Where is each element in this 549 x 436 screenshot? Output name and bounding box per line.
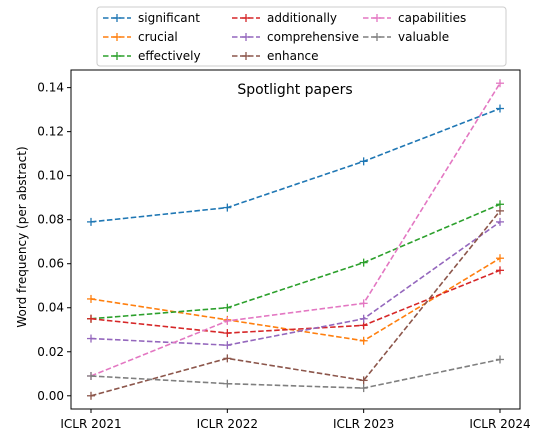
series-line-valuable bbox=[90, 358, 501, 389]
data-point-capabilities bbox=[359, 299, 368, 308]
legend-entry-comprehensive: comprehensive bbox=[232, 30, 359, 44]
legend-label: capabilities bbox=[398, 11, 466, 25]
data-point-enhance bbox=[359, 376, 368, 385]
legend-label: crucial bbox=[138, 30, 178, 44]
legend-box bbox=[96, 6, 507, 67]
data-point-additionally bbox=[223, 329, 232, 338]
data-point-valuable bbox=[87, 371, 95, 380]
data-point-effectively bbox=[223, 303, 232, 312]
y-tick-label: 0.12 bbox=[37, 125, 64, 139]
data-point-comprehensive bbox=[496, 217, 504, 226]
legend-label: valuable bbox=[398, 30, 449, 44]
legend-label: comprehensive bbox=[267, 30, 359, 44]
data-point-comprehensive bbox=[223, 341, 232, 350]
axes: 0.00 0.02 0.04 0.06 0.08 0.10 0.12 0.14 ICLR 202… bbox=[37, 69, 531, 431]
series-line-enhance bbox=[90, 210, 501, 397]
legend-entry-significant: significant bbox=[103, 11, 200, 25]
data-point-additionally bbox=[87, 314, 95, 323]
data-point-enhance bbox=[496, 206, 504, 215]
data-point-capabilities bbox=[496, 79, 504, 88]
legend-entry-crucial: crucial bbox=[103, 30, 178, 44]
y-tick-label: 0.00 bbox=[37, 389, 64, 403]
legend-entry-enhance: enhance bbox=[232, 49, 319, 63]
series-line-crucial bbox=[90, 257, 501, 342]
data-point-significant bbox=[223, 203, 232, 212]
data-point-crucial bbox=[496, 254, 504, 263]
data-point-valuable bbox=[359, 384, 368, 393]
data-point-capabilities bbox=[223, 316, 232, 325]
legend-entry-additionally: additionally bbox=[232, 11, 337, 25]
data-point-significant bbox=[359, 157, 368, 166]
data-point-additionally bbox=[496, 266, 504, 275]
data-point-comprehensive bbox=[359, 314, 368, 323]
x-tick-label: ICLR 2022 bbox=[197, 417, 258, 431]
y-tick-label: 0.14 bbox=[37, 81, 64, 95]
data-point-valuable bbox=[223, 379, 232, 388]
data-point-crucial bbox=[359, 336, 368, 345]
data-point-effectively bbox=[359, 258, 368, 267]
y-tick-label: 0.06 bbox=[37, 257, 64, 271]
data-point-significant bbox=[496, 104, 504, 113]
legend-label: enhance bbox=[267, 49, 319, 63]
legend-entry-capabilities: capabilities bbox=[363, 11, 466, 25]
data-point-significant bbox=[87, 217, 95, 226]
chart-title: Spotlight papers bbox=[237, 82, 352, 98]
y-tick-label: 0.04 bbox=[37, 301, 64, 315]
data-point-comprehensive bbox=[87, 334, 95, 343]
data-point-enhance bbox=[87, 391, 95, 400]
series-line-effectively bbox=[90, 203, 501, 320]
legend-entry-valuable: valuable bbox=[363, 30, 449, 44]
x-tick-label: ICLR 2021 bbox=[60, 417, 121, 431]
y-tick-label: 0.10 bbox=[37, 169, 64, 183]
legend: significant crucial effectively additionall… bbox=[96, 6, 507, 67]
data-point-valuable bbox=[496, 355, 504, 364]
legend-entry-effectively: effectively bbox=[103, 49, 201, 63]
data-point-enhance bbox=[223, 354, 232, 363]
legend-label: additionally bbox=[267, 11, 337, 25]
series-line-capabilities bbox=[90, 82, 501, 377]
series-line-additionally bbox=[90, 269, 501, 334]
legend-label: significant bbox=[138, 11, 200, 25]
y-tick-label: 0.08 bbox=[37, 213, 64, 227]
series-line-significant bbox=[90, 107, 501, 223]
data-point-crucial bbox=[87, 294, 95, 303]
x-tick-label: ICLR 2023 bbox=[333, 417, 394, 431]
plot-frame bbox=[70, 69, 521, 410]
series-line-comprehensive bbox=[90, 221, 501, 346]
y-tick-label: 0.02 bbox=[37, 345, 64, 359]
legend-label: effectively bbox=[138, 49, 201, 63]
y-axis-label: Word frequency (per abstract) bbox=[15, 146, 29, 327]
x-tick-label: ICLR 2024 bbox=[469, 417, 530, 431]
plot-area bbox=[87, 79, 504, 400]
